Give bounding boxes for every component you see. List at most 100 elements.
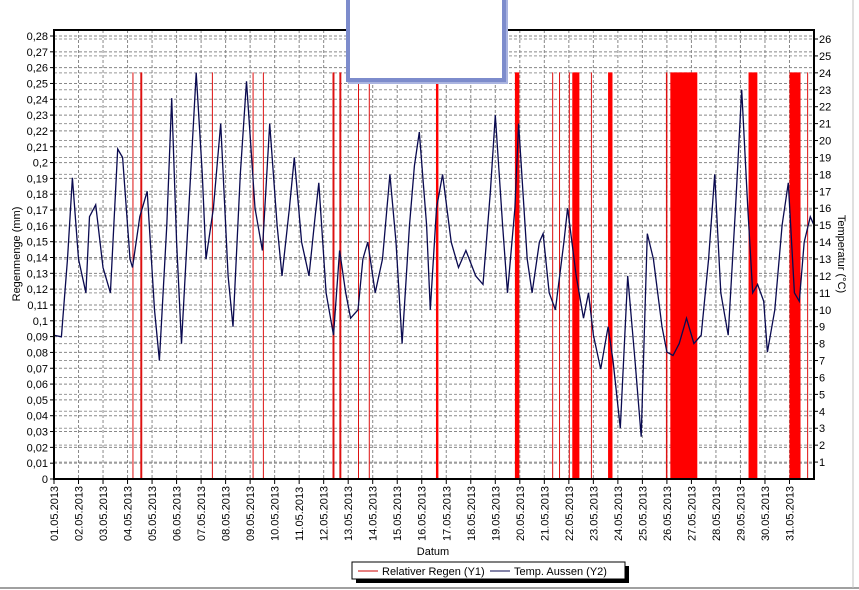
y2-tick-label: 13 xyxy=(819,254,831,266)
y-tick-label: 0,25 xyxy=(27,78,48,90)
y2-tick-label: 20 xyxy=(819,136,831,148)
y2-tick-label: 3 xyxy=(819,423,825,435)
x-tick-label: 25.05.2013 xyxy=(637,486,649,541)
y-tick-label: 0,22 xyxy=(27,126,48,138)
y-tick-label: 0,05 xyxy=(27,395,48,407)
y-tick-label: 0,17 xyxy=(27,205,48,217)
x-tick-label: 30.05.2013 xyxy=(760,486,772,541)
rain-bar xyxy=(665,72,668,479)
y2-tick-label: 21 xyxy=(819,119,831,131)
y-tick-label: 0,1 xyxy=(33,316,48,328)
x-tick-label: 29.05.2013 xyxy=(735,486,747,541)
x-tick-label: 21.05.2013 xyxy=(539,486,551,541)
y2-tick-label: 23 xyxy=(819,85,831,97)
y-tick-label: 0,16 xyxy=(27,221,48,233)
y-tick-label: 0 xyxy=(42,474,48,486)
y2-tick-label: 1 xyxy=(819,457,825,469)
y-tick-label: 0,06 xyxy=(27,379,48,391)
y2-axis-label: Temperatur (°C) xyxy=(835,215,847,293)
rain-bar xyxy=(608,72,613,479)
x-tick-label: 13.05.2013 xyxy=(343,486,355,541)
y2-tick-label: 10 xyxy=(819,305,831,317)
y2-tick-label: 4 xyxy=(819,406,825,418)
y-tick-label: 0,07 xyxy=(27,363,48,375)
rain-bar xyxy=(670,72,698,479)
y-tick-label: 0,12 xyxy=(27,284,48,296)
x-tick-label: 11.05.2013 xyxy=(294,487,306,541)
y2-tick-label: 6 xyxy=(819,372,825,384)
x-tick-label: 09.05.2013 xyxy=(245,486,257,541)
y2-tick-label: 11 xyxy=(819,288,830,300)
x-tick-label: 08.05.2013 xyxy=(221,486,233,541)
rain-bar xyxy=(368,72,370,479)
y-tick-label: 0,27 xyxy=(27,47,48,59)
rain-bar xyxy=(332,72,335,479)
x-tick-label: 10.05.2013 xyxy=(270,486,282,541)
y-tick-label: 0,24 xyxy=(27,94,48,106)
x-tick-label: 23.05.2013 xyxy=(588,486,600,541)
y-tick-label: 0,23 xyxy=(27,110,48,122)
y-tick-label: 0,09 xyxy=(27,332,48,344)
rain-bar xyxy=(358,72,359,479)
x-tick-label: 22.05.2013 xyxy=(564,486,576,541)
y-tick-label: 0,28 xyxy=(27,31,48,43)
y2-tick-label: 8 xyxy=(819,339,825,351)
rain-bar xyxy=(552,72,554,479)
grid xyxy=(54,30,814,479)
x-tick-label: 04.05.2013 xyxy=(123,486,135,541)
y2-tick-label: 12 xyxy=(819,271,831,283)
rain-bar xyxy=(590,72,592,479)
x-tick-label: 28.05.2013 xyxy=(711,486,723,541)
y-tick-label: 0,02 xyxy=(27,442,48,454)
y-tick-label: 0,14 xyxy=(27,253,48,265)
y2-tick-label: 25 xyxy=(819,51,831,63)
y-tick-label: 0,15 xyxy=(27,237,48,249)
y-tick-label: 0,08 xyxy=(27,347,48,359)
y-axis: 0 0,01 0,02 0,03 0,04 0,05 0,06 0,07 0,08 0,09 0,1… xyxy=(27,31,54,486)
y2-tick-label: 14 xyxy=(819,237,831,249)
y2-tick-label: 15 xyxy=(819,220,831,232)
rain-bar xyxy=(568,72,570,479)
x-tick-label: 03.05.2013 xyxy=(98,486,110,541)
y2-tick-label: 5 xyxy=(819,389,825,401)
y2-tick-label: 26 xyxy=(819,34,831,46)
x-axis: 01.05.2013 02.05.2013 03.05.2013 04.05.2013… xyxy=(49,479,796,541)
x-tick-label: 26.05.2013 xyxy=(662,486,674,541)
x-tick-label: 14.05.2013 xyxy=(368,486,380,541)
rain-bar xyxy=(435,72,439,479)
y-tick-label: 0,21 xyxy=(27,142,48,154)
y2-tick-label: 24 xyxy=(819,68,831,80)
y-tick-label: 0,04 xyxy=(27,411,48,423)
y2-tick-label: 9 xyxy=(819,322,825,334)
rain-bar xyxy=(748,72,758,479)
y-tick-label: 0,11 xyxy=(27,300,48,312)
x-tick-label: 27.05.2013 xyxy=(686,486,698,541)
temperature-line xyxy=(53,72,815,437)
x-tick-label: 17.05.2013 xyxy=(441,486,453,541)
x-tick-label: 31.05.2013 xyxy=(784,486,796,541)
y2-tick-label: 17 xyxy=(819,186,831,198)
y2-tick-label: 2 xyxy=(819,440,825,452)
rain-bar xyxy=(262,72,264,479)
x-tick-label: 05.05.2013 xyxy=(147,486,159,541)
legend-label-rain: Relativer Regen (Y1) xyxy=(382,566,485,578)
legend: Relativer Regen (Y1) Temp. Aussen (Y2) xyxy=(351,561,629,583)
y-tick-label: 0,26 xyxy=(27,63,48,75)
x-tick-label: 02.05.2013 xyxy=(74,486,86,541)
x-tick-label: 12.05.2013 xyxy=(319,486,331,541)
y-tick-label: 0,03 xyxy=(27,427,48,439)
rain-bar xyxy=(140,72,143,479)
y-tick-label: 0,19 xyxy=(27,173,48,185)
x-tick-label: 18.05.2013 xyxy=(466,486,478,541)
y-tick-label: 0,18 xyxy=(27,189,48,201)
y-axis-label: Regenmenge (mm) xyxy=(11,207,23,302)
legend-label-temp: Temp. Aussen (Y2) xyxy=(514,566,607,578)
rain-bar xyxy=(211,72,213,479)
y-tick-label: 0,2 xyxy=(33,158,48,170)
y2-tick-label: 7 xyxy=(819,356,825,368)
x-axis-label: Datum xyxy=(417,546,449,558)
y-tick-label: 0,01 xyxy=(27,458,48,470)
x-tick-label: 16.05.2013 xyxy=(417,486,429,541)
